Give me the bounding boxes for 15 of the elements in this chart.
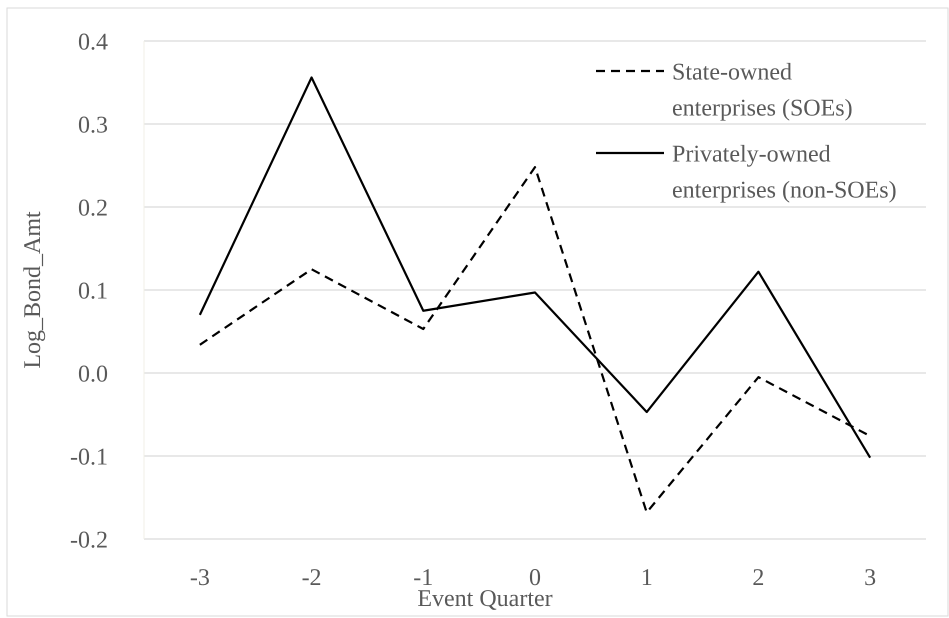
legend-label: State-owned enterprises (SOEs) [672,59,853,122]
y-tick-label: -0.2 [70,527,108,554]
y-tick-label: 0.2 [78,195,108,222]
y-tick-label: 0.0 [78,361,108,388]
x-tick-label: -3 [190,565,210,591]
y-tick-label: -0.1 [70,444,108,470]
x-tick-label: 3 [864,565,876,591]
y-axis-title: Log_Bond_Amt [20,211,46,369]
x-tick-label: 2 [752,565,764,591]
y-tick-label: 0.1 [78,278,108,304]
legend-label: Privately-owned enterprises (non-SOEs) [672,141,897,204]
y-tick-label: 0.4 [78,29,108,56]
y-tick-label: 0.3 [78,112,108,138]
x-tick-label: -2 [302,565,322,591]
x-tick-label: 1 [640,565,653,591]
